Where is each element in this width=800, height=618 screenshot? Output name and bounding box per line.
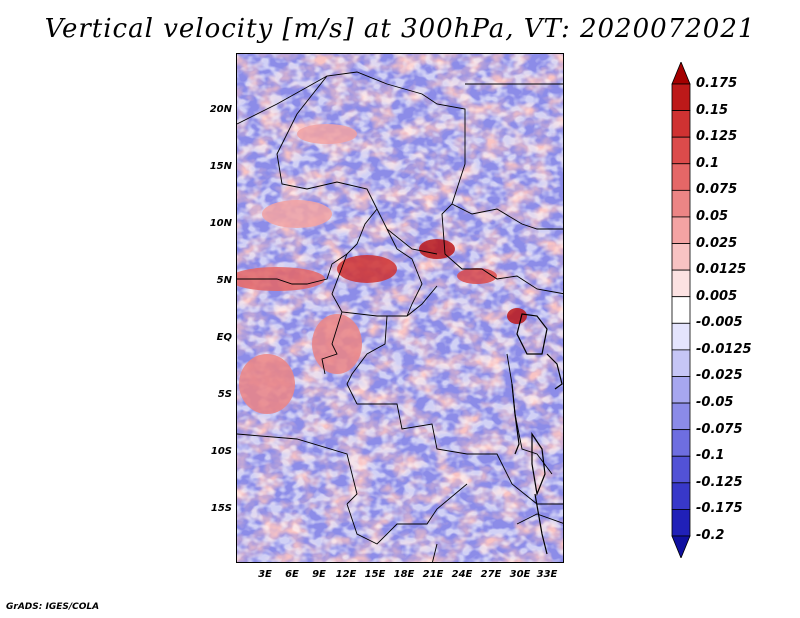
lon-label-6e: 6E (285, 569, 299, 580)
lat-label-15n: 15N (209, 161, 232, 172)
colorbar-label: -0.005 (696, 315, 743, 331)
lat-label-5s: 5S (217, 389, 232, 400)
lon-label-24e: 24E (451, 569, 473, 580)
colorbar-label: 0.175 (696, 76, 738, 91)
colorbar-swatch (671, 509, 691, 537)
lat-label-15s: 15S (210, 503, 232, 514)
colorbar-label: -0.0125 (696, 341, 752, 357)
colorbar-swatches (671, 60, 691, 560)
colorbar-swatch (671, 402, 691, 431)
colorbar-swatch (671, 269, 691, 298)
lat-label-10n: 10N (209, 218, 232, 229)
colorbar-swatch (671, 110, 691, 138)
map-panel (236, 53, 564, 563)
colorbar-label: 0.025 (696, 235, 738, 251)
colorbar-swatch (671, 163, 691, 191)
colorbar-label: 0.0125 (696, 262, 747, 278)
colorbar-top-arrow (671, 60, 691, 85)
colorbar-label: -0.075 (696, 421, 743, 437)
colorbar-label: -0.05 (696, 395, 734, 411)
colorbar-label: 0.1 (696, 155, 720, 171)
lat-label-10s: 10S (210, 446, 232, 457)
colorbar-swatch (671, 83, 691, 111)
country-borders (237, 71, 563, 562)
lon-label-15e: 15E (364, 569, 386, 580)
colorbar-label: 0.125 (696, 129, 738, 145)
lon-label-33e: 33E (536, 569, 558, 580)
lon-label-3e: 3E (258, 569, 272, 580)
colorbar-swatch (671, 216, 691, 244)
grads-credit: GrADS: IGES/COLA (6, 602, 100, 612)
map-title: Vertical velocity [m/s] at 300hPa, VT: 2… (44, 14, 756, 44)
lon-label-9e: 9E (312, 569, 326, 580)
colorbar-label: 0.15 (696, 102, 729, 118)
colorbar (666, 60, 696, 562)
colorbar-label: -0.1 (696, 448, 725, 464)
colorbar-bottom-arrow (671, 535, 691, 560)
vertical-velocity-field (237, 54, 563, 562)
colorbar-label: 0.05 (696, 208, 729, 224)
lon-label-21e: 21E (422, 569, 444, 580)
colorbar-label: -0.175 (696, 501, 743, 517)
colorbar-swatch (671, 455, 691, 484)
lat-label-5n: 5N (216, 275, 232, 286)
lon-label-30e: 30E (509, 569, 531, 580)
colorbar-label: -0.125 (696, 474, 743, 490)
positive-cores (237, 124, 527, 414)
colorbar-swatch (671, 429, 691, 457)
lon-label-12e: 12E (335, 569, 357, 580)
colorbar-swatch (671, 189, 691, 218)
lon-label-18e: 18E (393, 569, 415, 580)
colorbar-label: -0.2 (696, 528, 725, 543)
lat-label-eq: EQ (216, 332, 232, 343)
colorbar-swatch (671, 349, 691, 377)
colorbar-swatch (671, 296, 691, 324)
colorbar-label: 0.075 (696, 182, 738, 198)
colorbar-label: 0.005 (696, 288, 738, 304)
lon-label-27e: 27E (480, 569, 502, 580)
lat-label-20n: 20N (209, 104, 232, 115)
colorbar-swatch (671, 136, 691, 165)
colorbar-swatch (671, 482, 691, 510)
colorbar-swatch (671, 376, 691, 404)
lakes (511, 313, 563, 555)
colorbar-label: -0.025 (696, 368, 743, 384)
colorbar-swatch (671, 243, 691, 271)
colorbar-swatch (671, 322, 691, 351)
